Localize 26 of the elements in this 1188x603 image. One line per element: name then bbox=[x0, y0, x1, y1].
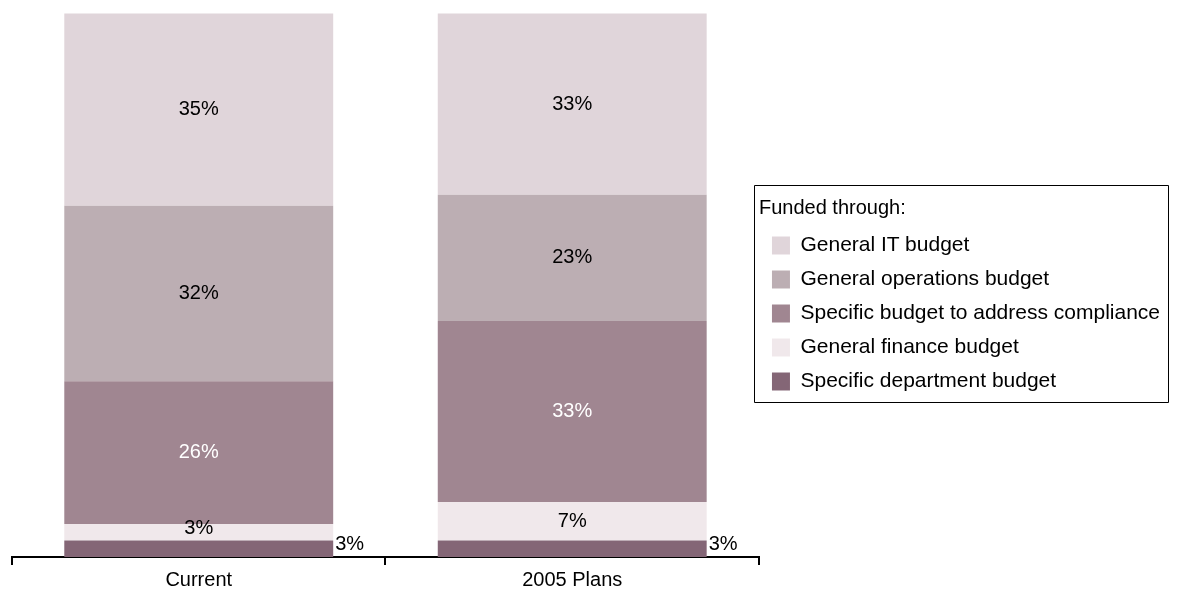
bar bbox=[64, 205, 334, 382]
data-label: 32% bbox=[178, 281, 219, 303]
data-label: 23% bbox=[552, 245, 593, 268]
legend-label: General IT budget bbox=[800, 232, 970, 256]
data-label: 3% bbox=[708, 532, 738, 555]
data-label: 26% bbox=[178, 440, 219, 463]
legend-label: General finance budget bbox=[800, 334, 1019, 358]
bar bbox=[437, 13, 707, 195]
data-label: 7% bbox=[557, 508, 587, 531]
bar bbox=[437, 194, 707, 321]
legend-label: Specific budget to address compliance bbox=[800, 300, 1160, 324]
bar bbox=[64, 540, 334, 557]
x-tick-label: Current bbox=[165, 567, 233, 590]
bar bbox=[64, 13, 334, 206]
data-label: 33% bbox=[552, 91, 593, 114]
legend-label: Specific department budget bbox=[800, 368, 1057, 392]
bar bbox=[437, 540, 707, 557]
x-tick-label: 2005 Plans bbox=[522, 567, 623, 590]
legend-label: General operations budget bbox=[800, 266, 1050, 290]
bar bbox=[437, 320, 707, 503]
data-label: 33% bbox=[552, 399, 593, 422]
legend-title: Funded through: bbox=[758, 195, 906, 218]
data-label: 35% bbox=[178, 97, 219, 120]
data-label: 3% bbox=[335, 532, 365, 555]
bar bbox=[437, 502, 707, 541]
data-label: 3% bbox=[184, 515, 214, 538]
